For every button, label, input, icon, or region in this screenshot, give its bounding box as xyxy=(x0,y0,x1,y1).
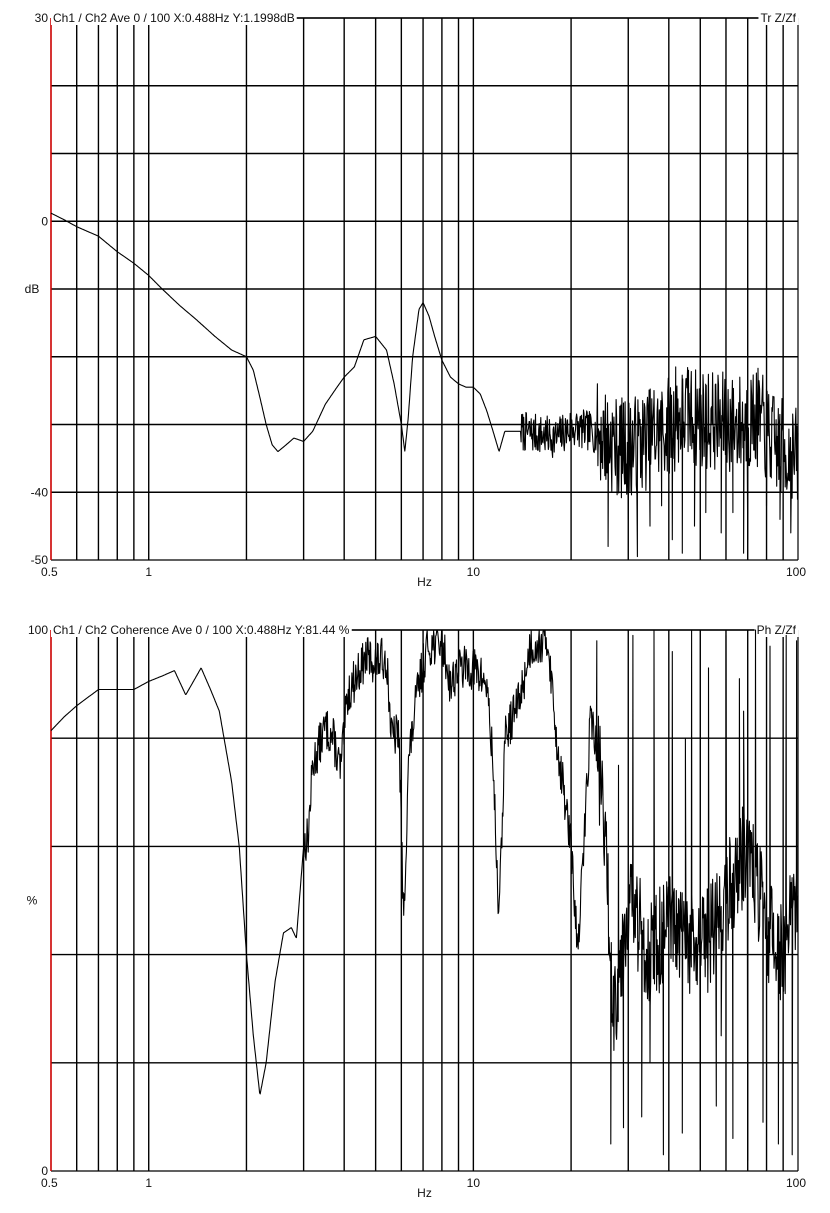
label-background xyxy=(51,623,352,637)
y-tick-label: 30 xyxy=(35,11,49,25)
x-tick-label: 100 xyxy=(786,1176,806,1190)
x-tick-label: 100 xyxy=(786,565,806,579)
chart-corner-label: Tr Z/Zf xyxy=(760,11,796,25)
label-background xyxy=(758,11,799,25)
y-tick-label: 0 xyxy=(41,1164,48,1178)
x-axis-label: Hz xyxy=(417,1186,432,1200)
x-tick-label: 1 xyxy=(145,1176,152,1190)
y-tick-label: -50 xyxy=(31,553,49,567)
series-line xyxy=(50,212,799,558)
transfer-function-panel: Ch1 / Ch2 Ave 0 / 100 X:0.488Hz Y:1.1998… xyxy=(25,11,806,589)
label-background xyxy=(51,11,297,25)
y-axis-label: dB xyxy=(25,282,40,296)
series-line xyxy=(50,629,799,1161)
y-axis-label: % xyxy=(27,894,38,908)
chart-header: Ch1 / Ch2 Coherence Ave 0 / 100 X:0.488H… xyxy=(53,623,350,637)
y-tick-label: -40 xyxy=(31,485,49,499)
y-tick-label: 0 xyxy=(41,214,48,228)
chart-header: Ch1 / Ch2 Ave 0 / 100 X:0.488Hz Y:1.1998… xyxy=(53,11,295,25)
x-tick-label: 0.5 xyxy=(41,1176,58,1190)
x-tick-label: 0.5 xyxy=(41,565,58,579)
chart-corner-label: Ph Z/Zf xyxy=(757,623,797,637)
coherence-panel: Ch1 / Ch2 Coherence Ave 0 / 100 X:0.488H… xyxy=(27,623,806,1200)
x-tick-label: 10 xyxy=(467,1176,481,1190)
label-background xyxy=(754,623,799,637)
x-tick-label: 1 xyxy=(145,565,152,579)
y-tick-label: 100 xyxy=(28,623,48,637)
x-tick-label: 10 xyxy=(467,565,481,579)
x-axis-label: Hz xyxy=(417,575,432,589)
